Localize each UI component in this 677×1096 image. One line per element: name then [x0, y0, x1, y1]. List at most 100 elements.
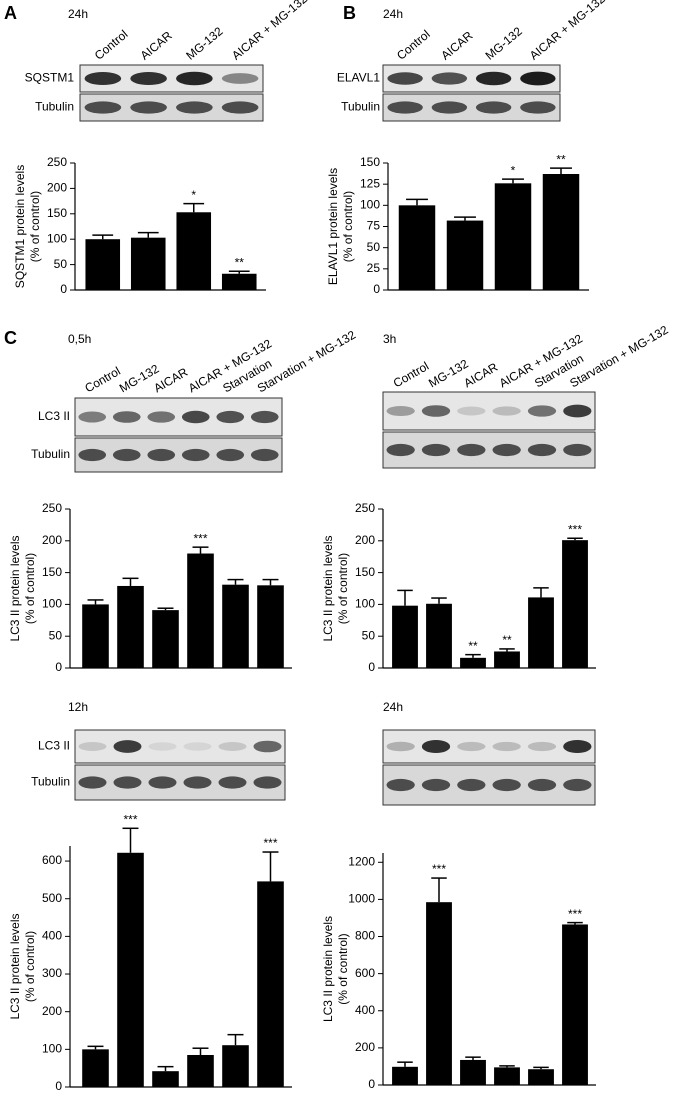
y-axis-label: (% of control) — [336, 933, 350, 1004]
y-tick-label: 400 — [355, 1003, 375, 1017]
y-axis-label: (% of control) — [336, 553, 350, 624]
y-tick-label: 100 — [355, 597, 375, 611]
blot-band — [563, 404, 592, 418]
blot-label: SQSTM1 — [25, 71, 75, 85]
blot-band — [250, 448, 279, 462]
blot-band — [457, 741, 486, 752]
blot-band — [216, 448, 245, 462]
blot-band — [527, 405, 557, 417]
significance: *** — [432, 862, 446, 876]
blot-band — [147, 448, 176, 462]
y-tick-label: 0 — [55, 660, 62, 674]
blot-band — [421, 778, 451, 792]
bar — [392, 1066, 418, 1085]
bar — [426, 603, 452, 668]
blot-band — [253, 776, 282, 789]
y-tick-label: 200 — [355, 533, 375, 547]
blot-band — [492, 741, 521, 752]
bar — [222, 584, 249, 668]
bar — [392, 605, 418, 668]
category-label: AICAR + MG-132 — [229, 0, 310, 63]
blot-band — [221, 101, 259, 114]
time-label: 0,5h — [68, 332, 91, 346]
bar — [562, 540, 588, 668]
blot-band — [457, 778, 486, 792]
y-tick-label: 600 — [42, 853, 62, 867]
blot-band — [563, 778, 592, 792]
y-tick-label: 300 — [42, 966, 62, 980]
blot-band — [148, 742, 177, 751]
blot-band — [421, 739, 451, 754]
category-label: AICAR + MG-132 — [527, 0, 608, 63]
y-tick-label: 100 — [360, 198, 380, 212]
blot-band — [250, 410, 279, 424]
y-tick-label: 0 — [368, 660, 375, 674]
blot-band — [78, 776, 107, 789]
y-tick-label: 600 — [355, 966, 375, 980]
y-tick-label: 250 — [47, 155, 67, 169]
bar — [528, 1069, 554, 1085]
blot-panel — [74, 437, 283, 473]
blot-panel — [74, 764, 286, 801]
y-tick-label: 150 — [360, 155, 380, 169]
blot-band — [148, 776, 177, 789]
bar — [117, 852, 144, 1087]
blot-panel — [382, 729, 596, 764]
significance: *** — [568, 907, 582, 921]
blot-band — [386, 443, 415, 457]
y-tick-label: 0 — [55, 1079, 62, 1093]
category-label: Control — [82, 364, 123, 395]
bar — [187, 1054, 214, 1087]
y-tick-label: 400 — [42, 929, 62, 943]
bar — [85, 239, 121, 290]
blot-band — [527, 443, 557, 457]
y-tick-label: 50 — [49, 628, 63, 642]
significance: ** — [556, 152, 566, 166]
significance: * — [511, 163, 516, 177]
blot-band — [387, 101, 423, 114]
y-tick-label: 150 — [42, 565, 62, 579]
blot-band — [78, 411, 107, 423]
y-tick-label: 200 — [42, 1004, 62, 1018]
blot-band — [218, 742, 247, 751]
time-label: 24h — [383, 7, 403, 21]
blot-band — [113, 740, 142, 753]
bar — [176, 212, 212, 290]
y-tick-label: 250 — [355, 501, 375, 515]
bar — [130, 237, 166, 290]
y-axis-label: LC3 II protein levels — [321, 916, 335, 1022]
category-label: Control — [391, 359, 432, 390]
blot-panel — [382, 431, 596, 469]
y-axis-label: (% of control) — [23, 931, 37, 1002]
y-tick-label: 50 — [54, 257, 68, 271]
y-tick-label: 0 — [60, 282, 67, 296]
y-tick-label: 500 — [42, 891, 62, 905]
blot-band — [253, 740, 282, 753]
bar — [528, 597, 554, 668]
bar — [446, 220, 484, 290]
blot-band — [183, 776, 212, 789]
blot-band — [218, 776, 247, 789]
y-tick-label: 150 — [355, 565, 375, 579]
blot-band — [78, 742, 107, 751]
significance: * — [191, 188, 196, 202]
y-axis-label: (% of control) — [23, 553, 37, 624]
blot-label: Tubulin — [31, 775, 70, 789]
blot-band — [78, 448, 107, 462]
bar — [152, 1071, 179, 1087]
bar — [460, 657, 486, 668]
blot-band — [84, 71, 122, 86]
category-label: MG-132 — [483, 24, 525, 63]
blot-band — [520, 71, 556, 86]
y-axis-label: LC3 II protein levels — [321, 535, 335, 641]
blot-band — [457, 443, 486, 457]
blot-band — [112, 411, 141, 423]
bar — [426, 902, 452, 1085]
blot-label: Tubulin — [341, 100, 380, 114]
y-axis-label: (% of control) — [28, 191, 42, 262]
blot-band — [520, 101, 556, 114]
significance: *** — [263, 836, 277, 850]
blot-band — [181, 410, 210, 424]
blot-band — [130, 71, 167, 86]
blot-band — [221, 73, 259, 84]
